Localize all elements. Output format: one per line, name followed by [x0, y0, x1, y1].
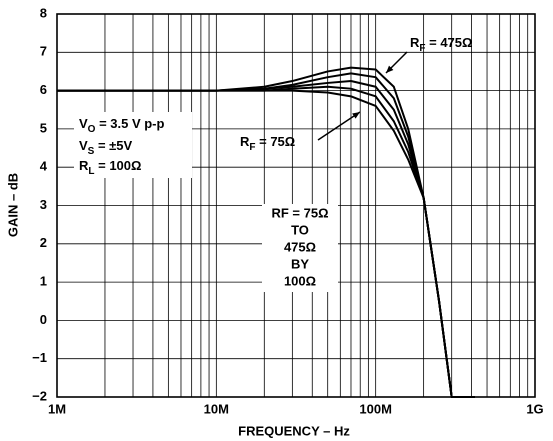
annotation-rest: = ±5V	[94, 138, 132, 153]
y-tick-label: 5	[40, 120, 47, 135]
annotation-base: V	[79, 116, 88, 131]
annotation-sub: O	[88, 124, 96, 135]
note-line: 475Ω	[284, 239, 316, 254]
annotation-rest: = 75Ω	[256, 134, 296, 149]
note-line: TO	[291, 222, 309, 237]
y-tick-label: 2	[40, 235, 47, 250]
note-box	[262, 204, 338, 292]
annotation-rest: = 3.5 V p-p	[95, 116, 164, 131]
series-line	[57, 89, 475, 398]
annotation-sub: S	[88, 146, 95, 157]
y-tick-label: 1	[40, 274, 47, 289]
y-axis-label: GAIN – dB	[5, 173, 20, 237]
y-tick-label: 3	[40, 197, 47, 212]
annotation: RF = 75Ω	[240, 134, 295, 152]
x-axis-label: FREQUENCY – Hz	[238, 423, 350, 438]
annotation: RL = 100Ω	[79, 158, 141, 176]
annotation-base: R	[240, 134, 250, 149]
arrow-line	[317, 111, 361, 141]
annotation-base: R	[79, 158, 89, 173]
plot-frame	[56, 13, 536, 398]
x-tick-label: 1G	[526, 401, 543, 416]
lines	[57, 66, 475, 398]
arrow-head	[386, 65, 394, 73]
y-tick-label: −2	[32, 388, 47, 403]
y-tick-label: 4	[40, 159, 48, 174]
y-tick-label: 6	[40, 82, 47, 97]
annotation-sub: F	[249, 142, 255, 153]
annotation-rest: = 100Ω	[95, 158, 142, 173]
y-tick-label: 7	[40, 44, 47, 59]
y-tick-label: −1	[32, 350, 47, 365]
x-tick-label: 100M	[359, 401, 392, 416]
y-tick-label: 8	[40, 5, 47, 20]
note-line: 100Ω	[284, 273, 316, 288]
x-tick-label: 10M	[204, 401, 229, 416]
y-tick-label: 0	[40, 312, 47, 327]
arrow-head	[352, 112, 360, 119]
note-line: BY	[291, 256, 309, 271]
annotation-base: V	[79, 138, 88, 153]
annotation-sub: L	[88, 166, 94, 177]
annotation: VO = 3.5 V p-p	[79, 116, 165, 134]
annotation: VS = ±5V	[79, 138, 133, 156]
annotation-rest: = 475Ω	[426, 35, 473, 50]
note-line: RF = 75Ω	[271, 205, 328, 220]
spec-box	[74, 112, 192, 178]
x-tick-label: 1M	[48, 401, 66, 416]
annotation-sub: F	[419, 43, 425, 54]
annotation-base: R	[410, 35, 420, 50]
annotation: RF = 475Ω	[410, 35, 472, 53]
